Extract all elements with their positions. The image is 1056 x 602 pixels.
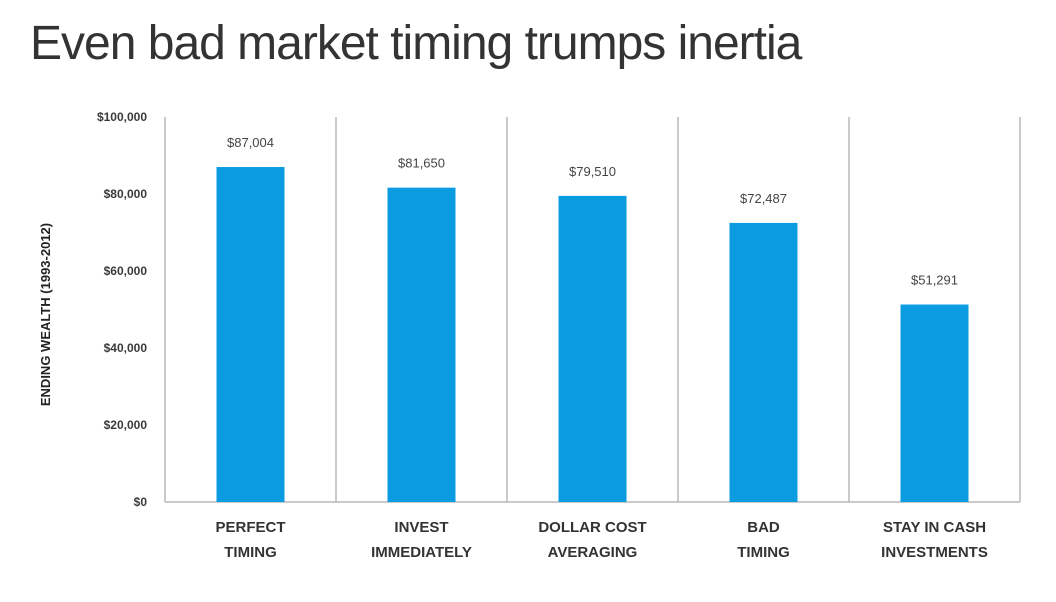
data-label: $87,004 [227, 135, 274, 150]
bar [729, 222, 798, 502]
y-tick-label: $80,000 [104, 187, 148, 201]
data-label: $79,510 [569, 164, 616, 179]
bar [558, 195, 627, 502]
y-tick-label: $100,000 [97, 110, 147, 124]
data-label: $72,487 [740, 191, 787, 206]
category-label: AVERAGING [548, 544, 638, 561]
category-label: DOLLAR COST [538, 519, 646, 536]
category-label: TIMING [737, 544, 790, 561]
chart-title: Even bad market timing trumps inertia [30, 17, 802, 70]
category-label: BAD [747, 519, 780, 536]
y-tick-label: $20,000 [104, 418, 148, 432]
y-tick-label: $40,000 [104, 341, 148, 355]
y-tick-label: $60,000 [104, 264, 148, 278]
data-label: $51,291 [911, 273, 958, 288]
category-label: STAY IN CASH [883, 519, 986, 536]
y-axis-label: ENDING WEALTH (1993-2012) [38, 223, 53, 406]
data-label: $81,650 [398, 156, 445, 171]
bar [216, 167, 285, 502]
category-label: INVESTMENTS [881, 544, 988, 561]
bar [900, 304, 969, 502]
category-label: INVEST [394, 519, 448, 536]
category-label: PERFECT [215, 519, 285, 536]
y-tick-label: $0 [134, 495, 148, 509]
category-label: TIMING [224, 544, 277, 561]
category-label: IMMEDIATELY [371, 544, 472, 561]
bar [387, 187, 456, 502]
